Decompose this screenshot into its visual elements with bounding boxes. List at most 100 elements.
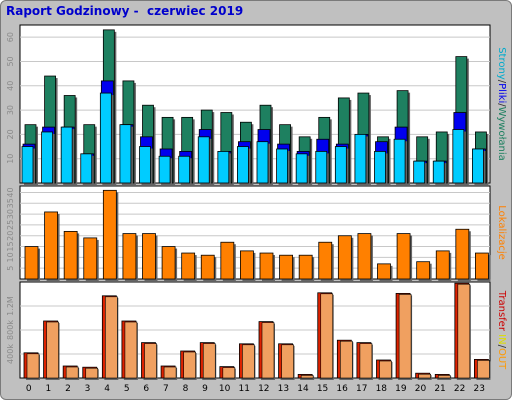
transfer-out-bar	[437, 375, 451, 379]
chart-title: Raport Godzinowy - czerwiec 2019	[6, 4, 244, 18]
sites-bar	[396, 233, 411, 280]
sites-panel-right-label-part: Lokalizacje	[496, 205, 507, 260]
pages-bar	[158, 155, 171, 184]
pages-bar	[452, 129, 465, 184]
hits-panel-ytick-label: 10	[6, 154, 15, 164]
sites-bar	[416, 261, 431, 280]
transfer-out-bar	[379, 360, 392, 379]
hits-panel-right-label-part: Strony	[496, 47, 507, 80]
pages-bar	[197, 136, 210, 184]
hits-panel-plot-area	[19, 24, 491, 184]
sites-bar	[475, 252, 489, 280]
sites-panel-ytick-label: 25	[6, 220, 15, 230]
sites-bar	[142, 233, 156, 280]
hits-panel-ytick-label: 40	[6, 81, 15, 91]
transfer-out-bar	[418, 373, 431, 379]
pages-bar	[80, 153, 93, 184]
transfer-out-bar	[320, 293, 334, 379]
sites-bar	[63, 231, 78, 280]
sites-bar	[337, 235, 352, 280]
sites-panel-ytick-label: 10	[6, 252, 15, 262]
pages-bar	[334, 146, 347, 184]
transfer-panel-ytick-label: 1.2M	[6, 296, 15, 316]
xtick-label: 11	[238, 384, 249, 394]
hits-panel-right-label-part: /	[496, 80, 507, 84]
sites-bar	[259, 252, 274, 280]
xtick-label: 8	[183, 384, 189, 394]
pages-bar	[41, 131, 53, 184]
pages-bar	[178, 155, 191, 184]
transfer-out-bar	[457, 283, 471, 379]
pages-bar	[374, 150, 386, 184]
transfer-out-bar	[163, 366, 177, 379]
transfer-out-bar	[340, 340, 353, 379]
sites-bar	[200, 254, 215, 280]
sites-bar	[44, 211, 58, 280]
sites-bar	[318, 241, 333, 280]
sites-panel-ytick-label: 15	[6, 241, 15, 251]
xtick-label: 23	[473, 384, 484, 394]
transfer-out-bar	[261, 322, 275, 379]
sites-panel-ytick-label: 5	[6, 266, 15, 271]
xtick-label: 14	[297, 384, 309, 394]
transfer-out-bar	[183, 351, 196, 379]
transfer-out-bar	[398, 294, 412, 379]
transfer-out-bar	[222, 367, 236, 379]
sites-bar	[122, 233, 137, 280]
transfer-out-bar	[46, 321, 59, 379]
pages-bar	[276, 148, 288, 184]
pages-bar	[21, 146, 34, 184]
transfer-out-bar	[65, 366, 79, 379]
transfer-panel-right-label-part: IN	[496, 334, 507, 344]
sites-bar	[24, 246, 39, 280]
sites-bar	[83, 237, 98, 280]
pages-bar	[354, 133, 367, 184]
sites-panel-right-label: Lokalizacje	[496, 205, 507, 260]
xtick-label: 13	[278, 384, 289, 394]
xtick-label: 21	[434, 384, 445, 394]
pages-bar	[217, 150, 230, 184]
xtick-label: 15	[317, 384, 328, 394]
xtick-label: 22	[454, 384, 465, 394]
xtick-label: 3	[85, 384, 91, 394]
xtick-label: 7	[163, 384, 169, 394]
transfer-panel-right-label-part: /	[496, 345, 507, 349]
sites-bar	[161, 246, 176, 280]
pages-bar	[139, 146, 151, 184]
hits-panel-ytick-label: 50	[6, 56, 15, 66]
transfer-panel-right-label-part: OUT	[496, 348, 507, 370]
pages-bar	[256, 141, 269, 184]
hits-panel-ytick-label: 20	[6, 129, 15, 139]
pages-bar	[237, 146, 249, 184]
hits-panel-right-label-part: Wywołania	[496, 107, 507, 161]
xtick-label: 19	[395, 384, 407, 394]
pages-bar	[413, 160, 426, 184]
pages-bar	[295, 153, 308, 184]
transfer-panel-right-label-part: Transfer	[496, 290, 507, 332]
xtick-label: 1	[46, 384, 52, 394]
sites-bar	[455, 228, 470, 280]
sites-bar	[279, 254, 293, 280]
transfer-out-bar	[202, 343, 216, 379]
xtick-label: 6	[143, 384, 149, 394]
transfer-out-bar	[144, 343, 157, 379]
xtick-label: 4	[104, 384, 110, 394]
sites-bar	[220, 241, 235, 280]
sites-bar	[102, 189, 117, 280]
transfer-out-bar	[105, 296, 118, 379]
sites-panel-ytick-label: 30	[6, 209, 15, 219]
hits-panel-right-label-part: Pliki	[496, 83, 507, 103]
hits-panel-right-label: Strony/Pliki/Wywołania	[496, 47, 507, 161]
xtick-label: 16	[336, 384, 348, 394]
sites-panel-ytick-label: 40	[6, 187, 15, 197]
hits-panel-ytick-label: 30	[6, 105, 15, 115]
pages-bar	[472, 148, 484, 184]
transfer-out-bar	[85, 367, 99, 379]
pages-bar	[99, 92, 112, 184]
pages-bar	[432, 160, 445, 184]
transfer-out-bar	[300, 375, 314, 379]
sites-panel-ytick-label: 20	[6, 231, 15, 241]
sites-panel-ytick-label: 35	[6, 198, 15, 208]
xtick-label: 20	[415, 384, 427, 394]
